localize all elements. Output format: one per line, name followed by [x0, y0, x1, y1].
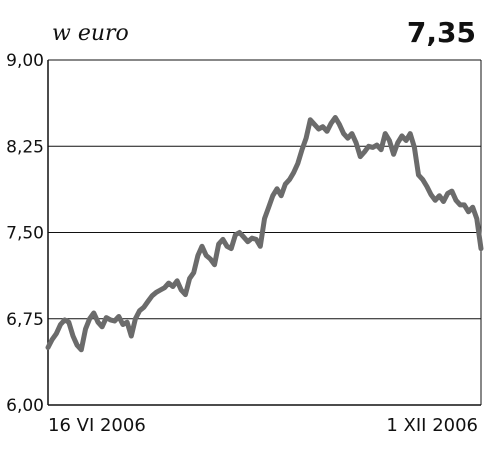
series-layer	[45, 115, 484, 353]
x-axis-end-label: 1 XII 2006	[386, 415, 478, 436]
y-tick-label: 7,50	[6, 224, 44, 244]
y-tick-label: 9,00	[6, 51, 44, 71]
y-tick-label: 6,75	[6, 310, 44, 330]
y-axis-tick-labels: 6,00 6,75 7,50 8,25 9,00	[6, 51, 44, 416]
current-value: 7,35	[407, 16, 476, 49]
price-series-line	[45, 115, 484, 353]
y-tick-label: 6,00	[6, 396, 44, 416]
unit-label: w euro	[52, 21, 129, 46]
y-tick-label: 8,25	[6, 137, 44, 157]
x-axis-start-label: 16 VI 2006	[48, 415, 146, 436]
